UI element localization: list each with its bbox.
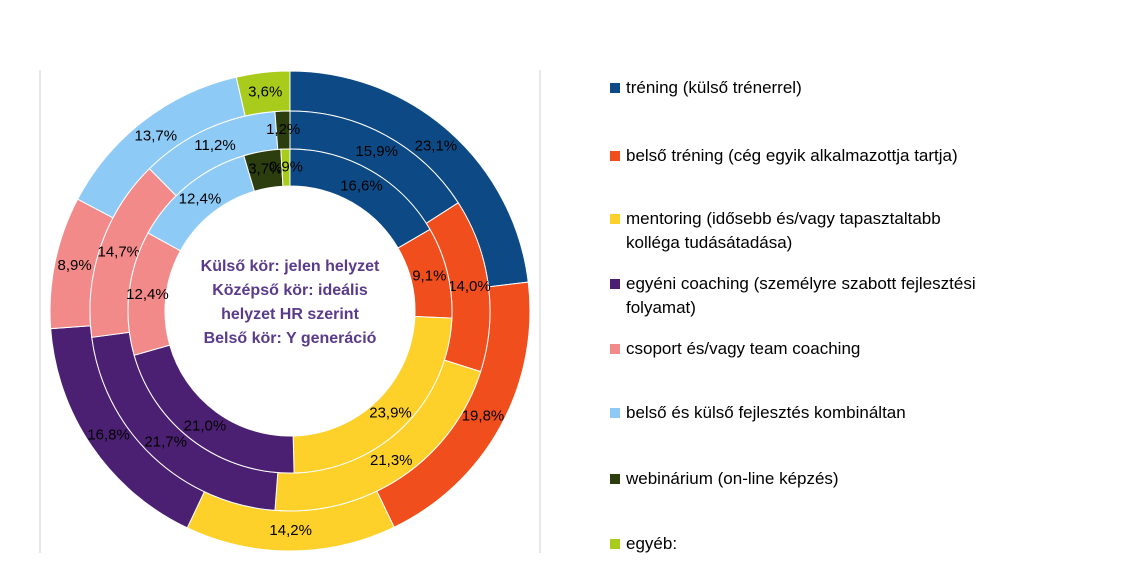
data-label: 21,0% xyxy=(184,418,227,435)
legend-item: mentoring (idősebb és/vagy tapasztaltabb… xyxy=(610,207,980,255)
center-annotation: Külső kör: jelen helyzet xyxy=(201,258,380,275)
legend-item: belső és külső fejlesztés kombináltan xyxy=(610,401,980,425)
legend-label: egyéni coaching (személyre szabott fejle… xyxy=(626,274,976,317)
legend-item: csoport és/vagy team coaching xyxy=(610,337,980,361)
legend-swatch xyxy=(610,408,620,418)
legend-item: egyéb: xyxy=(610,532,980,556)
data-label: 23,9% xyxy=(369,404,412,421)
legend-swatch xyxy=(610,539,620,549)
data-label: 12,4% xyxy=(126,286,169,303)
legend-label: egyéb: xyxy=(626,534,678,553)
legend-item: belső tréning (cég egyik alkalmazottja t… xyxy=(610,144,980,168)
data-label: 1,2% xyxy=(266,121,300,138)
data-label: 3,6% xyxy=(248,83,282,100)
legend-swatch xyxy=(610,151,620,161)
data-label: 21,7% xyxy=(144,434,187,451)
data-label: 3,7% xyxy=(248,161,282,178)
legend-label: belső és külső fejlesztés kombináltan xyxy=(626,403,906,422)
data-label: 21,3% xyxy=(370,452,413,469)
data-label: 13,7% xyxy=(135,128,178,145)
data-label: 12,4% xyxy=(179,190,222,207)
legend-swatch xyxy=(610,214,620,224)
data-label: 19,8% xyxy=(462,408,505,425)
data-label: 16,6% xyxy=(340,178,383,195)
data-label: 0,9% xyxy=(269,159,303,176)
legend-label: webinárium (on-line képzés) xyxy=(626,469,839,488)
legend-item: tréning (külső trénerrel) xyxy=(610,76,980,100)
legend-swatch xyxy=(610,279,620,289)
data-label: 8,9% xyxy=(58,257,92,274)
legend-item: webinárium (on-line képzés) xyxy=(610,467,980,491)
center-annotation: helyzet HR szerint xyxy=(221,306,359,323)
legend-swatch xyxy=(610,344,620,354)
legend-label: tréning (külső trénerrel) xyxy=(626,78,802,97)
data-label: 11,2% xyxy=(194,137,235,154)
data-label: 15,9% xyxy=(355,143,398,160)
legend-item: egyéni coaching (személyre szabott fejle… xyxy=(610,272,980,320)
data-label: 14,0% xyxy=(448,278,491,295)
center-annotation: Belső kör: Y generáció xyxy=(204,330,377,347)
legend-swatch xyxy=(610,83,620,93)
data-label: 14,2% xyxy=(269,522,312,539)
legend-label: belső tréning (cég egyik alkalmazottja t… xyxy=(626,146,958,165)
data-label: 9,1% xyxy=(412,268,446,285)
legend-swatch xyxy=(610,474,620,484)
data-label: 23,1% xyxy=(415,137,458,154)
data-label: 14,7% xyxy=(97,243,140,260)
segment xyxy=(280,148,291,187)
legend-label: csoport és/vagy team coaching xyxy=(626,339,861,358)
data-label: 16,8% xyxy=(87,426,130,443)
center-annotation: Középső kör: ideális xyxy=(212,282,368,299)
legend-label: mentoring (idősebb és/vagy tapasztaltabb… xyxy=(626,209,941,252)
